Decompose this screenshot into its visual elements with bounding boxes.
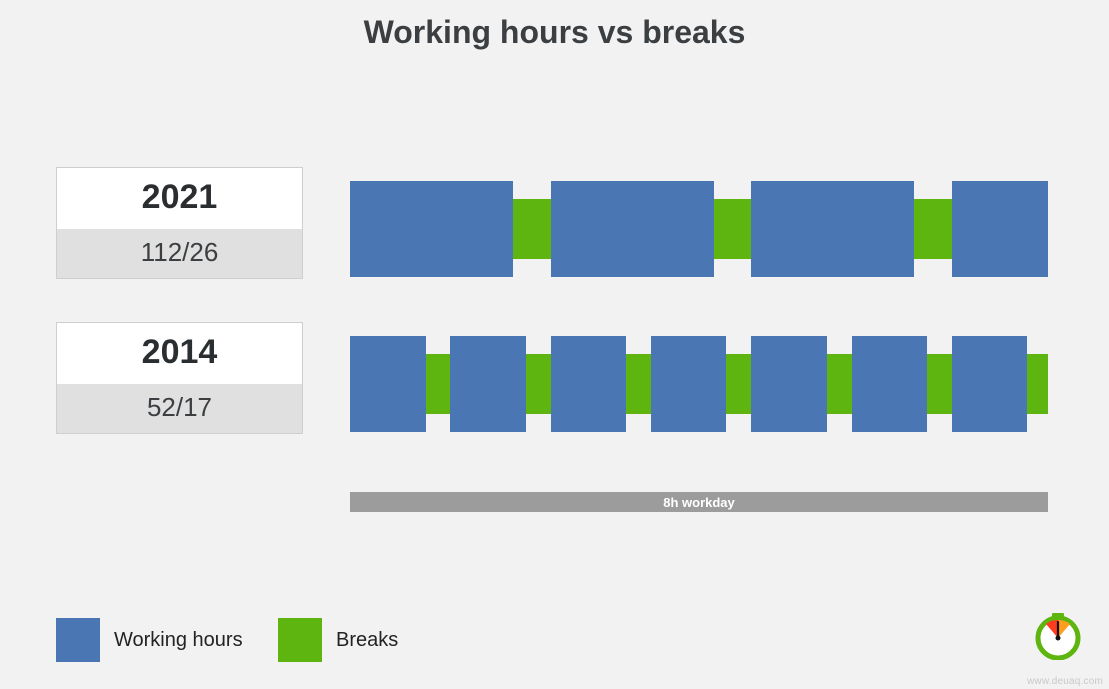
watermark: www.deuaq.com: [1027, 676, 1103, 687]
year-card: 2021112/26: [56, 167, 303, 279]
timeline-track: [350, 181, 1048, 277]
legend-label: Working hours: [114, 629, 243, 652]
work-segment: [551, 181, 714, 277]
work-segment: [751, 181, 914, 277]
timeline-track: [350, 336, 1048, 432]
legend-item: Working hours: [56, 618, 243, 662]
timer-clock-icon: [1034, 612, 1082, 660]
legend-item: Breaks: [278, 618, 398, 662]
work-segment: [751, 336, 827, 432]
year-label: 2014: [57, 323, 302, 384]
year-card: 201452/17: [56, 322, 303, 434]
work-segment: [651, 336, 727, 432]
workday-bar: 8h workday: [350, 492, 1048, 512]
legend-label: Breaks: [336, 629, 398, 652]
clock-center: [1056, 636, 1061, 641]
work-segment: [450, 336, 526, 432]
work-segment: [551, 336, 627, 432]
work-segment: [350, 336, 426, 432]
year-label: 2021: [57, 168, 302, 229]
work-segment: [952, 181, 1048, 277]
workday-label: 8h workday: [663, 495, 735, 510]
work-segment: [852, 336, 928, 432]
chart-title: Working hours vs breaks: [0, 14, 1109, 51]
legend-swatch: [278, 618, 322, 662]
ratio-label: 112/26: [57, 229, 302, 278]
work-segment: [350, 181, 513, 277]
work-segment: [952, 336, 1028, 432]
legend-swatch: [56, 618, 100, 662]
clock-top-button: [1052, 613, 1064, 617]
ratio-label: 52/17: [57, 384, 302, 433]
